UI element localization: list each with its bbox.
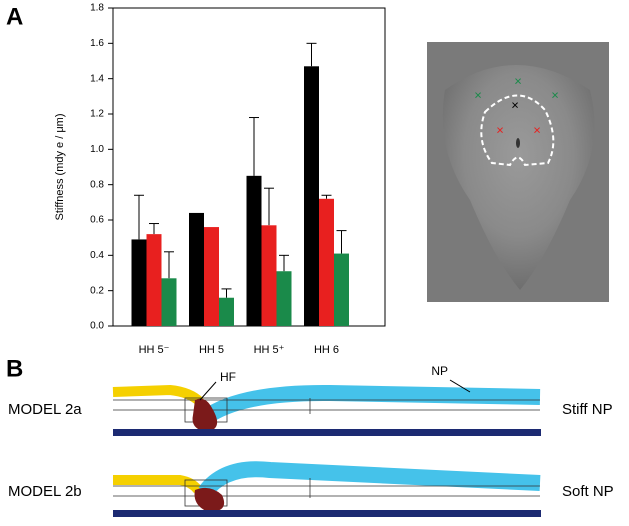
- model-condition: Stiff NP: [562, 401, 613, 418]
- bar: [219, 297, 234, 326]
- bar: [261, 225, 277, 326]
- svg-text:×: ×: [514, 73, 522, 88]
- y-tick-label: 1.0: [90, 144, 104, 155]
- x-tick-label: HH 5⁺: [254, 344, 285, 356]
- bar: [131, 239, 147, 326]
- svg-text:×: ×: [551, 87, 559, 102]
- model-label: MODEL 2a: [8, 401, 82, 418]
- x-tick-label: HH 5⁻: [139, 344, 170, 356]
- bar: [189, 212, 204, 326]
- y-tick-label: 0.6: [90, 215, 104, 226]
- bar: [319, 198, 334, 326]
- panel-label: B: [6, 355, 23, 382]
- panel-label: A: [6, 3, 23, 30]
- y-tick-label: 1.6: [90, 38, 104, 49]
- y-tick-label: 1.4: [90, 73, 104, 84]
- svg-text:×: ×: [496, 122, 504, 137]
- y-axis-label: Stiffness (mdy e / μm): [54, 114, 66, 221]
- model-condition: Soft NP: [562, 483, 614, 500]
- y-tick-label: 0.0: [90, 321, 104, 332]
- svg-text:×: ×: [474, 87, 482, 102]
- y-tick-label: 1.8: [90, 3, 104, 14]
- svg-text:×: ×: [511, 97, 519, 112]
- model-diagram: HF NP MODEL 2a Stiff NP MODEL 2b Soft NP: [8, 364, 614, 517]
- y-tick-label: 0.8: [90, 179, 104, 190]
- bar: [304, 66, 319, 327]
- y-tick-label: 0.2: [90, 285, 104, 296]
- bar: [276, 271, 292, 326]
- annotation: HF: [220, 370, 236, 384]
- annotation: NP: [431, 364, 448, 378]
- x-tick-label: HH 6: [314, 344, 339, 356]
- model-label: MODEL 2b: [8, 483, 82, 500]
- bar: [161, 278, 177, 326]
- bar: [246, 175, 262, 326]
- bar: [146, 234, 162, 326]
- y-tick-label: 0.4: [90, 250, 104, 261]
- bar-chart: 0.0 0.2 0.4 0.6 0.8 1.0 1.2 1.4 1.6 1.8 HH 5⁻ HH 5 H…: [90, 3, 386, 356]
- x-tick-label: HH 5: [199, 344, 224, 356]
- y-tick-label: 1.2: [90, 109, 104, 120]
- embryo-photo: × × × × × ×: [427, 42, 609, 302]
- svg-text:×: ×: [533, 122, 541, 137]
- bar: [204, 227, 219, 326]
- bar: [334, 253, 349, 326]
